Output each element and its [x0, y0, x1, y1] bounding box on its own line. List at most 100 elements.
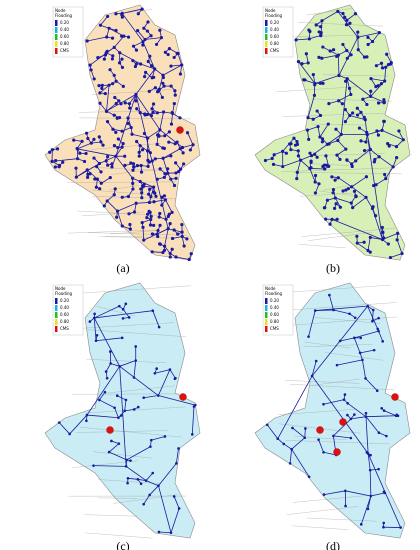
node: [134, 48, 139, 52]
node: [112, 73, 116, 77]
subcatchment-line: [311, 123, 365, 126]
node: [346, 187, 350, 191]
node: [323, 167, 327, 171]
subcatchment-line: [322, 74, 389, 77]
node: [92, 464, 95, 467]
node: [75, 157, 80, 161]
node: [146, 212, 150, 216]
node: [312, 93, 317, 97]
node: [174, 255, 178, 259]
node: [50, 148, 54, 152]
conduit: [366, 134, 383, 240]
node: [313, 152, 317, 156]
subcatchment-line: [298, 244, 346, 249]
node: [321, 81, 325, 85]
node: [346, 401, 349, 405]
conduit: [362, 359, 366, 379]
node: [294, 38, 298, 42]
node: [139, 482, 143, 486]
node: [147, 89, 151, 93]
node: [129, 459, 132, 462]
conduit: [159, 111, 164, 130]
node: [153, 371, 157, 375]
node: [152, 75, 156, 79]
node: [357, 126, 362, 130]
node: [112, 144, 117, 148]
node: [177, 507, 181, 510]
panel-label: (d): [326, 539, 340, 550]
node: [371, 205, 375, 209]
node: [377, 155, 381, 159]
node: [149, 217, 153, 222]
node: [318, 135, 322, 139]
node: [271, 162, 276, 167]
conduit: [289, 449, 293, 464]
node: [142, 131, 147, 136]
subcatchment-line: [90, 167, 166, 172]
node: [105, 35, 109, 39]
node: [102, 57, 106, 61]
node: [334, 127, 338, 131]
node: [157, 134, 161, 138]
node: [352, 336, 356, 340]
node: [337, 73, 341, 78]
node: [315, 155, 319, 159]
subcatchment-line: [277, 284, 391, 294]
node: [153, 67, 157, 71]
conduit: [349, 115, 366, 121]
node: [362, 240, 366, 244]
legend-label: 0.40: [270, 305, 279, 310]
node: [334, 202, 338, 206]
node: [140, 196, 144, 200]
node: [131, 187, 135, 191]
node: [161, 81, 165, 85]
conduit: [365, 416, 369, 454]
conduit: [333, 418, 352, 437]
node: [92, 137, 96, 141]
node: [314, 23, 318, 27]
conduit: [292, 427, 306, 439]
node: [110, 57, 114, 61]
node: [345, 48, 349, 53]
node: [155, 367, 158, 370]
node: [157, 484, 160, 488]
node: [366, 42, 370, 47]
conduit: [308, 310, 316, 337]
conduit: [119, 366, 127, 467]
node: [332, 308, 335, 312]
node: [314, 359, 318, 363]
node: [132, 408, 136, 411]
node: [157, 530, 161, 534]
node: [115, 116, 119, 120]
conduit: [345, 490, 371, 497]
node: [364, 140, 368, 144]
node: [137, 154, 141, 158]
conduit: [385, 166, 394, 179]
node: [150, 159, 154, 163]
conduit: [300, 155, 312, 161]
node: [114, 28, 118, 33]
subcatchment-line: [285, 440, 390, 445]
node: [151, 471, 155, 475]
node: [295, 170, 299, 174]
node: [113, 95, 117, 100]
node: [86, 175, 90, 179]
node: [146, 164, 150, 168]
node: [344, 147, 348, 151]
node: [166, 52, 170, 57]
conduit: [99, 155, 117, 164]
node: [80, 139, 84, 143]
node: [138, 144, 142, 148]
node: [365, 130, 369, 135]
node: [358, 351, 362, 355]
node: [141, 43, 145, 47]
conduit: [126, 446, 151, 461]
conduit: [346, 13, 356, 21]
node: [131, 44, 136, 48]
legend-title: Flooding: [265, 291, 282, 296]
conduit: [133, 360, 137, 378]
legend-swatch: [265, 34, 268, 40]
node: [361, 358, 364, 362]
node: [131, 59, 135, 63]
node: [157, 325, 161, 329]
